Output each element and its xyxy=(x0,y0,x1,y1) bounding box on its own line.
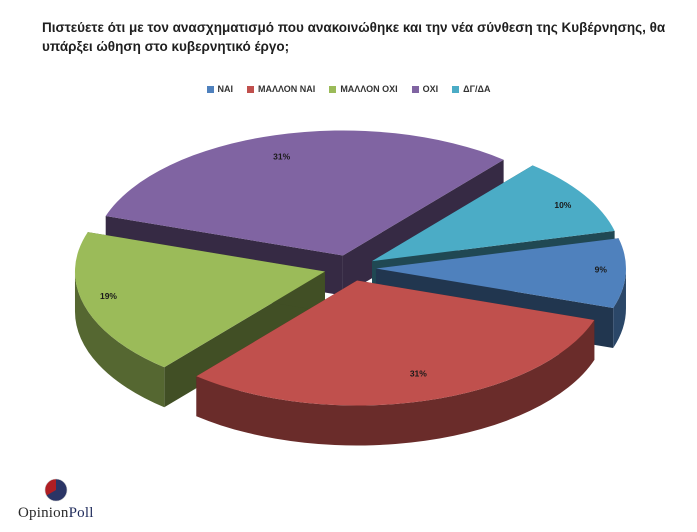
opinionpoll-logo: OpinionPoll xyxy=(18,478,118,524)
legend-item: ΟΧΙ xyxy=(411,84,439,94)
pie-slice xyxy=(196,280,595,446)
legend-item: ΝΑΙ xyxy=(206,84,234,94)
legend-label: ΜΑΛΛΟΝ ΟΧΙ xyxy=(340,84,398,94)
slice-top xyxy=(375,238,626,308)
legend-swatch xyxy=(247,85,255,93)
slice-value-label: 10% xyxy=(554,200,571,210)
slice-value-label: 19% xyxy=(100,291,117,301)
legend-label: ΜΑΛΛΟΝ ΝΑΙ xyxy=(258,84,316,94)
legend-swatch xyxy=(206,85,214,93)
logo-text: OpinionPoll xyxy=(18,505,94,521)
legend-label: ΟΧΙ xyxy=(422,84,439,94)
slice-side xyxy=(74,271,165,408)
legend-swatch xyxy=(329,85,337,93)
legend-label: ΝΑΙ xyxy=(217,84,234,94)
slice-top xyxy=(105,130,504,256)
slice-top xyxy=(196,280,595,406)
legend-swatch xyxy=(411,85,419,93)
slice-value-label: 9% xyxy=(595,264,608,274)
legend-item: ΔΓ/ΔΑ xyxy=(452,84,490,94)
legend-item: ΜΑΛΛΟΝ ΝΑΙ xyxy=(247,84,315,94)
slice-value-label: 31% xyxy=(273,151,290,161)
slice-side xyxy=(613,268,626,348)
chart-title: Πιστεύετε ότι με τον ανασχηματισμό που α… xyxy=(42,20,666,54)
chart-legend: ΝΑΙ ΜΑΛΛΟΝ ΝΑΙ ΜΑΛΛΟΝ ΟΧΙ ΟΧΙ ΔΓ/ΔΑ xyxy=(0,84,697,94)
slice-side xyxy=(196,319,595,446)
legend-item: ΜΑΛΛΟΝ ΟΧΙ xyxy=(329,84,398,94)
legend-swatch xyxy=(452,85,460,93)
logo-mark-icon xyxy=(44,478,68,502)
slice-top xyxy=(372,165,615,262)
slice-top xyxy=(74,232,325,368)
legend-label: ΔΓ/ΔΑ xyxy=(463,84,491,94)
slice-value-label: 31% xyxy=(410,369,427,379)
